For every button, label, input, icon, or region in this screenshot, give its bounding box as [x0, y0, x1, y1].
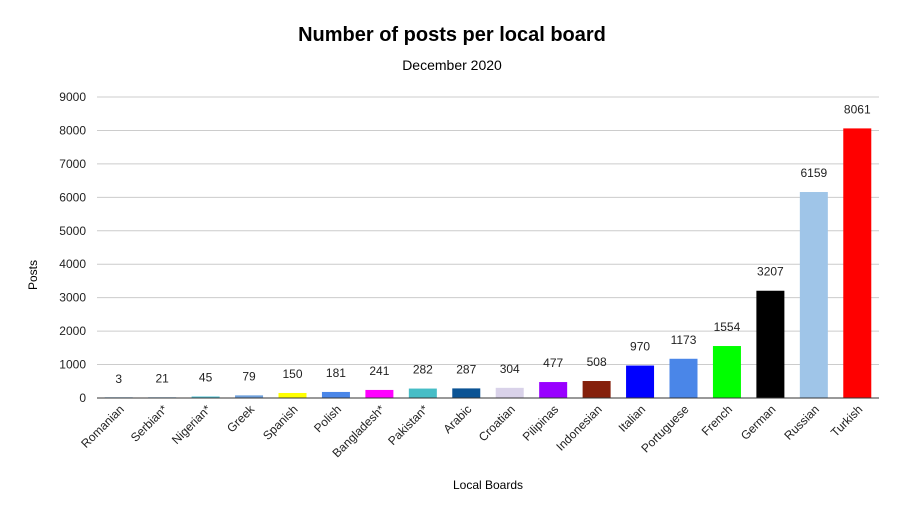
data-label: 21: [155, 371, 169, 385]
y-tick-label: 8000: [59, 123, 86, 137]
data-label: 477: [543, 356, 563, 370]
y-tick-label: 9000: [59, 90, 86, 104]
x-tick-label: Croatian: [476, 402, 518, 444]
bar: [756, 290, 785, 398]
data-label: 1173: [671, 333, 697, 347]
y-tick-label: 1000: [59, 358, 86, 372]
y-tick-label: 5000: [59, 224, 86, 238]
x-tick-label: Arabic: [440, 402, 474, 436]
bar: [191, 396, 220, 398]
bar: [278, 392, 307, 398]
x-tick-label: Turkish: [828, 402, 865, 439]
data-label: 79: [242, 369, 256, 383]
bar: [843, 128, 872, 398]
data-label: 508: [587, 355, 607, 369]
data-label: 8061: [844, 102, 871, 116]
chart-subtitle: December 2020: [402, 57, 502, 73]
bar: [669, 358, 698, 398]
x-tick-label: Serbian*: [128, 402, 171, 445]
bar: [495, 387, 524, 398]
bar: [235, 395, 264, 398]
x-tick-label: Italian: [616, 402, 649, 435]
data-label: 1554: [714, 320, 741, 334]
x-tick-label: Romanian: [78, 402, 127, 451]
data-label: 241: [369, 364, 389, 378]
x-axis-ticks: Romanian Serbian*Nigerian* Greek Spanish Pol…: [78, 402, 865, 461]
y-tick-label: 2000: [59, 324, 86, 338]
data-label: 970: [630, 340, 650, 354]
bars: [104, 128, 872, 398]
data-label: 150: [282, 367, 302, 381]
x-tick-label: Spanish: [260, 402, 301, 443]
x-tick-label: Portuguese: [638, 402, 692, 456]
data-label: 282: [413, 363, 433, 377]
data-label: 6159: [800, 166, 827, 180]
bar: [712, 346, 741, 398]
y-axis-ticks: 0 1000 2000 3000 4000 5000 6000 7000 8000 9000: [59, 90, 86, 405]
x-tick-label: Polish: [311, 402, 344, 435]
bar: [539, 382, 568, 398]
bar: [626, 365, 655, 398]
x-tick-label: German: [738, 402, 779, 443]
bar: [365, 389, 394, 398]
x-tick-label: French: [699, 402, 735, 438]
x-axis-label: Local Boards: [452, 478, 524, 492]
data-label: 45: [199, 370, 213, 384]
data-label: 181: [326, 366, 346, 380]
x-tick-label: Pilipinas: [520, 402, 562, 444]
x-tick-label: Pakistan*: [385, 402, 431, 448]
y-tick-label: 3000: [59, 291, 86, 305]
bar: [799, 192, 828, 398]
x-tick-label: Greek: [224, 402, 258, 436]
data-label: 304: [500, 362, 520, 376]
data-label: 3207: [757, 265, 784, 279]
y-tick-label: 0: [79, 391, 86, 405]
bar: [452, 388, 481, 398]
data-labels: 3 21 45 79 150 181 241 282 287 304 477 508 970 1173 15…: [115, 102, 871, 385]
x-tick-label: Russian: [781, 402, 822, 443]
y-tick-label: 4000: [59, 257, 86, 271]
x-tick-label: Nigerian*: [169, 402, 214, 447]
x-tick-label: Indonesian: [553, 402, 604, 453]
bar: [582, 381, 611, 398]
data-label: 287: [456, 362, 476, 376]
y-tick-label: 6000: [59, 190, 86, 204]
gridlines: [97, 96, 879, 366]
data-label: 3: [115, 372, 122, 386]
y-tick-label: 7000: [59, 157, 86, 171]
bar: [321, 391, 350, 398]
bar: [408, 388, 437, 398]
chart-title: Number of posts per local board: [298, 24, 606, 46]
